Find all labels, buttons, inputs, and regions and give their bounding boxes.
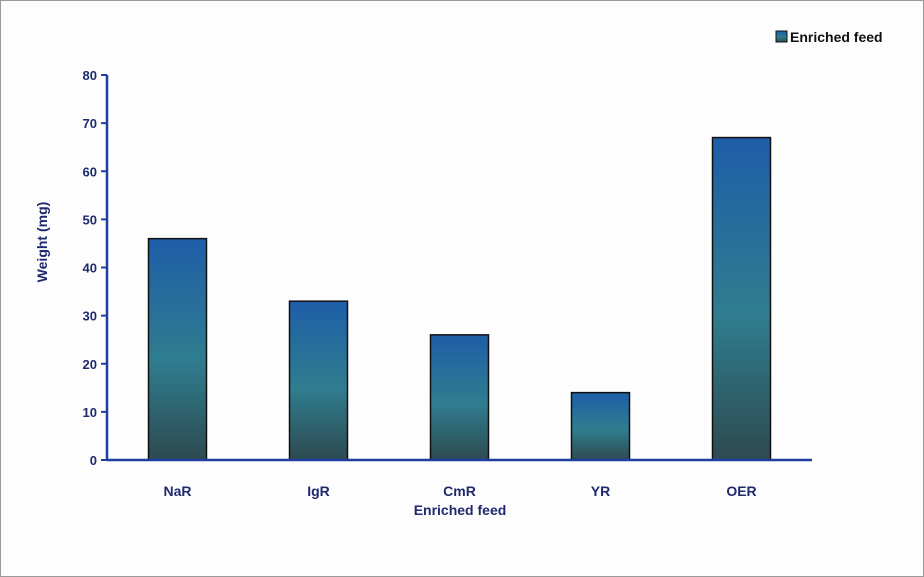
x-tick-label-NaR: NaR — [163, 483, 191, 499]
bar-YR — [570, 391, 631, 461]
x-tick-label-IgR: IgR — [307, 483, 330, 499]
y-tick-label-50: 50 — [83, 212, 97, 227]
bar-IgR — [288, 300, 349, 461]
legend-label: Enriched feed — [790, 29, 883, 45]
x-tick-label-OER: OER — [726, 483, 756, 499]
y-axis-title: Weight (mg) — [34, 202, 50, 283]
bars — [147, 136, 772, 461]
legend-swatch — [775, 30, 788, 43]
x-tick-label-YR: YR — [591, 483, 610, 499]
y-tick-label-10: 10 — [83, 405, 97, 420]
y-tick-label-30: 30 — [83, 309, 97, 324]
x-tick-label-CmR: CmR — [443, 483, 476, 499]
legend: Enriched feed — [775, 29, 883, 45]
x-axis-title: Enriched feed — [414, 502, 507, 518]
y-tick-label-0: 0 — [90, 453, 97, 468]
y-tick-label-40: 40 — [83, 261, 97, 276]
bar-CmR — [429, 334, 490, 461]
bar-NaR — [147, 237, 208, 461]
x-axis-labels: NaR IgR CmR YR OER — [163, 483, 756, 499]
y-tick-label-60: 60 — [83, 164, 97, 179]
axes — [105, 75, 812, 462]
y-tick-label-70: 70 — [83, 116, 97, 131]
bar-OER — [711, 136, 772, 461]
y-tick-label-20: 20 — [83, 357, 97, 372]
y-axis-ticks: 0 10 20 30 40 50 60 70 80 — [83, 68, 107, 468]
y-tick-label-80: 80 — [83, 68, 97, 83]
